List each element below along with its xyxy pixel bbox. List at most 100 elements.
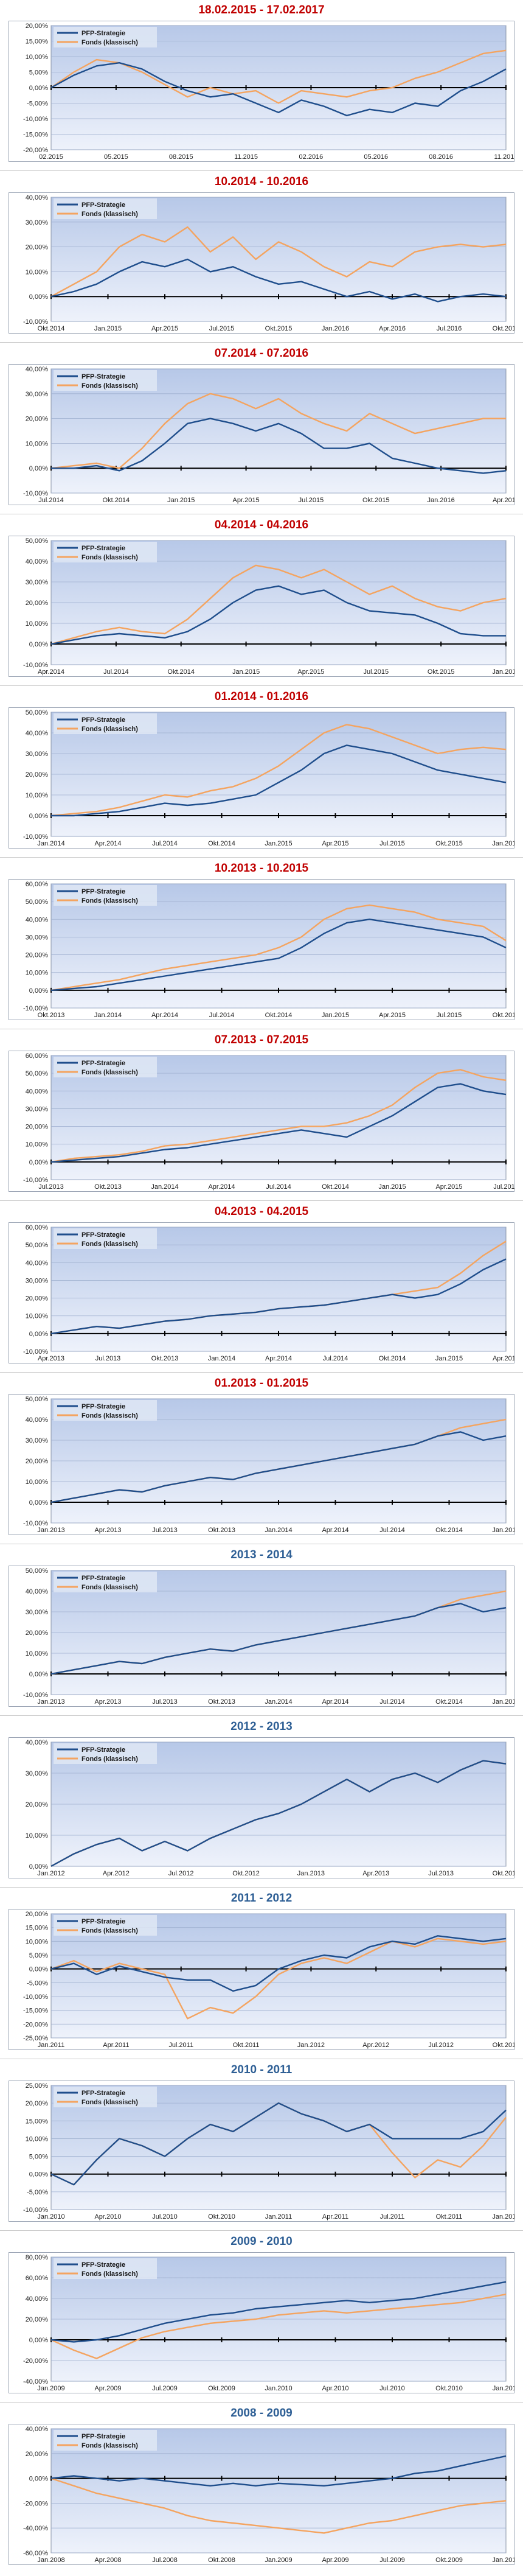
x-tick-label: Okt.2013	[151, 1355, 179, 1362]
y-tick-label: 40,00%	[26, 1259, 49, 1267]
series-line-pfp-strategie	[50, 258, 507, 303]
chart-panel: 10.2014 - 10.2016 40,00% 30,00% 20,00% 10,00…	[0, 172, 523, 343]
legend-label-fund: Fonds (klassisch)	[81, 726, 138, 733]
x-tick-label: Okt.2012	[232, 1870, 260, 1877]
y-tick-label: 25,00%	[26, 2082, 49, 2090]
x-tick-label: Jan.2016	[428, 497, 455, 504]
legend	[54, 198, 157, 219]
y-tick-label: 20,00%	[26, 1801, 49, 1808]
x-tick-label: Okt.2013	[94, 1183, 122, 1191]
y-tick-label: 30,00%	[26, 1277, 49, 1284]
series-line-fonds-klassisch	[50, 1937, 507, 2020]
y-tick-label: 20,00%	[26, 1629, 49, 1637]
x-tick-label: Jul.2010	[379, 2385, 405, 2392]
chart-svg: 50,00% 40,00% 30,00% 20,00% 10,00% 0,00% -10,0…	[9, 707, 514, 849]
chart-title: 2013 - 2014	[230, 1549, 293, 1561]
x-tick-label: Jan.2015	[378, 1183, 406, 1191]
x-tick-label: Jul.2012	[168, 1870, 194, 1877]
x-tick-label: Apr.2014	[208, 1183, 235, 1191]
y-tick-label: 30,00%	[26, 1609, 49, 1616]
legend	[54, 370, 157, 391]
x-tick-label: 02.2016	[299, 153, 324, 161]
x-tick-label: Okt.2011	[436, 2213, 463, 2221]
legend-label-fund: Fonds (klassisch)	[81, 39, 138, 46]
legend-label-strategy: PFP-Strategie	[81, 2433, 125, 2440]
x-tick-label: Apr.2012	[362, 2042, 389, 2049]
chart-svg: 60,00% 50,00% 40,00% 30,00% 20,00% 10,00% 0,00…	[9, 1051, 514, 1192]
x-tick-label: Apr.2014	[322, 1698, 348, 1706]
legend-label-strategy: PFP-Strategie	[81, 716, 125, 724]
chart-title: 10.2013 - 10.2015	[214, 862, 309, 875]
chart-title: 04.2013 - 04.2015	[214, 1205, 309, 1218]
series-line-pfp-strategie	[50, 2102, 507, 2186]
x-tick-label: 11.2016	[494, 153, 514, 161]
y-tick-label: -10,00%	[23, 662, 48, 669]
y-tick-label: 40,00%	[26, 730, 49, 737]
x-tick-label: Apr.2012	[103, 1870, 130, 1877]
y-tick-label: 20,00%	[26, 1911, 49, 1918]
y-tick-label: -10,00%	[23, 490, 48, 497]
y-tick-label: 30,00%	[26, 1770, 49, 1777]
y-tick-label: 40,00%	[26, 1088, 49, 1095]
chart-panel: 2008 - 2009 40,00% 20,00% 0,00% -20,00% -40,0…	[0, 2403, 523, 2575]
x-tick-label: Okt.2011	[233, 2042, 260, 2049]
y-tick-label: 50,00%	[26, 1567, 49, 1575]
y-tick-label: -20,00%	[23, 2357, 48, 2365]
x-tick-label: Jan.2015	[167, 497, 195, 504]
x-tick-label: Jul.2008	[152, 2557, 178, 2564]
y-tick-label: 30,00%	[26, 934, 49, 941]
chart-title: 04.2014 - 04.2016	[214, 519, 309, 531]
x-tick-label: 05.2015	[104, 153, 128, 161]
legend-label-fund: Fonds (klassisch)	[81, 1069, 138, 1076]
legend-label-strategy: PFP-Strategie	[81, 888, 125, 895]
chart-panel: 18.02.2015 - 17.02.2017 20,00% 15,00% 10,00…	[0, 0, 523, 172]
legend-label-strategy: PFP-Strategie	[81, 201, 125, 209]
x-tick-label: Jan.2015	[322, 1012, 349, 1019]
y-tick-label: -40,00%	[23, 2525, 48, 2532]
x-tick-label: Okt.2014	[435, 1527, 463, 1534]
x-tick-label: Apr.2014	[151, 1012, 178, 1019]
y-tick-label: 60,00%	[26, 1224, 49, 1231]
series-line-fonds-klassisch	[50, 1069, 507, 1163]
legend-label-fund: Fonds (klassisch)	[81, 554, 138, 561]
x-tick-label: Jul.2013	[152, 1698, 178, 1706]
chart-panel: 07.2014 - 07.2016 40,00% 30,00% 20,00% 10,00…	[0, 343, 523, 515]
y-tick-label: 0,00%	[29, 641, 48, 648]
x-tick-label: Okt.2014	[38, 325, 65, 332]
y-tick-label: 10,00%	[26, 268, 49, 276]
x-tick-label: Okt.2010	[208, 2213, 235, 2221]
x-tick-label: Jul.2014	[209, 1012, 235, 1019]
y-tick-label: 40,00%	[26, 558, 49, 565]
legend-label-fund: Fonds (klassisch)	[81, 211, 138, 218]
chart-svg: 40,00%30,00%20,00%10,00%0,00%-10,00%Okt.…	[9, 192, 514, 334]
x-tick-label: Jul.2015	[437, 1012, 462, 1019]
x-tick-label: Jan.2011	[38, 2042, 64, 2049]
series-line-pfp-strategie	[50, 1431, 507, 1503]
y-tick-label: 0,00%	[29, 1159, 48, 1166]
x-tick-label: Okt.2014	[103, 497, 130, 504]
chart-panel: 2011 - 2012 20,00% 15,00% 10,00% 5,00% 0,00% -…	[0, 1888, 523, 2060]
y-tick-label: 50,00%	[26, 1396, 49, 1403]
legend	[54, 1743, 157, 1764]
x-tick-label: Apr.2015	[435, 1183, 462, 1191]
series-line-pfp-strategie	[50, 2281, 507, 2343]
y-tick-label: 20,00%	[26, 2316, 49, 2323]
x-tick-label: Jan.2015	[492, 1527, 514, 1534]
chart-svg: 20,00% 15,00% 10,00% 5,00% 0,00% -5,00% -10,00…	[9, 21, 514, 162]
chart-title: 10.2014 - 10.2016	[214, 175, 309, 188]
y-tick-label: 40,00%	[26, 2426, 49, 2433]
y-tick-label: 10,00%	[26, 2135, 49, 2143]
y-tick-label: 0,00%	[29, 2171, 48, 2179]
y-tick-label: 30,00%	[26, 391, 49, 398]
legend-label-strategy: PFP-Strategie	[81, 2261, 125, 2269]
y-tick-label: 0,00%	[29, 1966, 48, 1973]
x-tick-label: Okt.2014	[265, 1012, 293, 1019]
y-tick-label: 0,00%	[29, 2337, 48, 2344]
x-tick-label: Jan.2009	[265, 2557, 292, 2564]
x-tick-label: Okt.2008	[208, 2557, 235, 2564]
y-tick-label: 20,00%	[26, 2100, 49, 2107]
y-tick-label: 0,00%	[29, 1499, 48, 1507]
x-tick-label: Jul.2014	[266, 1183, 291, 1191]
y-tick-label: 50,00%	[26, 709, 49, 716]
